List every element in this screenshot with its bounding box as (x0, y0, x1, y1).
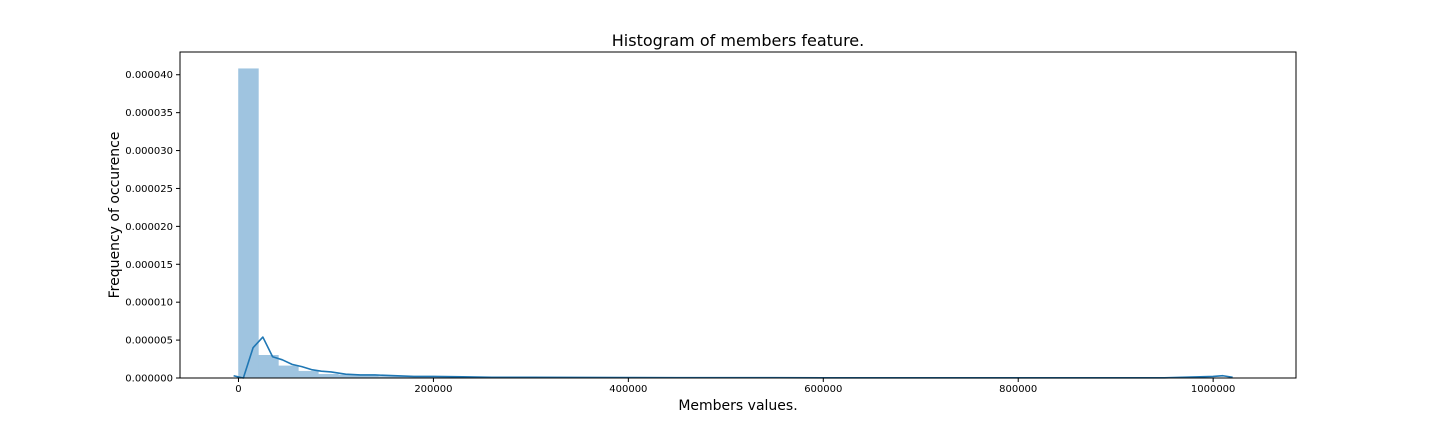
x-tick-label: 1000000 (1191, 384, 1236, 395)
y-tick-label: 0.000015 (125, 260, 173, 271)
y-tick-label: 0.000035 (125, 108, 173, 119)
histogram-bar (238, 68, 259, 379)
histogram-bar (278, 365, 299, 379)
histogram-bar (318, 373, 339, 379)
y-axis-ticks: 0.000000 0.000005 0.000010 0.000015 0.000020… (125, 70, 180, 385)
chart-title: Histogram of members feature. (612, 31, 864, 50)
y-tick-label: 0.000020 (125, 222, 173, 233)
y-tick-label: 0.000000 (125, 374, 173, 385)
x-tick-label: 800000 (999, 384, 1037, 395)
y-tick-label: 0.000030 (125, 146, 173, 157)
histogram-bar (298, 370, 319, 379)
y-tick-label: 0.000010 (125, 298, 173, 309)
y-tick-label: 0.000005 (125, 336, 173, 347)
x-tick-label: 600000 (804, 384, 842, 395)
x-tick-label: 400000 (609, 384, 647, 395)
plot-frame (179, 51, 1297, 379)
x-axis-ticks: 0 200000 400000 600000 800000 1000000 (235, 378, 1235, 395)
histogram-bar (258, 355, 279, 379)
x-tick-label: 200000 (414, 384, 452, 395)
y-axis-label: Frequency of occurence (107, 132, 123, 299)
y-tick-label: 0.000025 (125, 184, 173, 195)
x-axis-label: Members values. (678, 398, 797, 414)
x-tick-label: 0 (235, 384, 241, 395)
y-tick-label: 0.000040 (125, 70, 173, 81)
